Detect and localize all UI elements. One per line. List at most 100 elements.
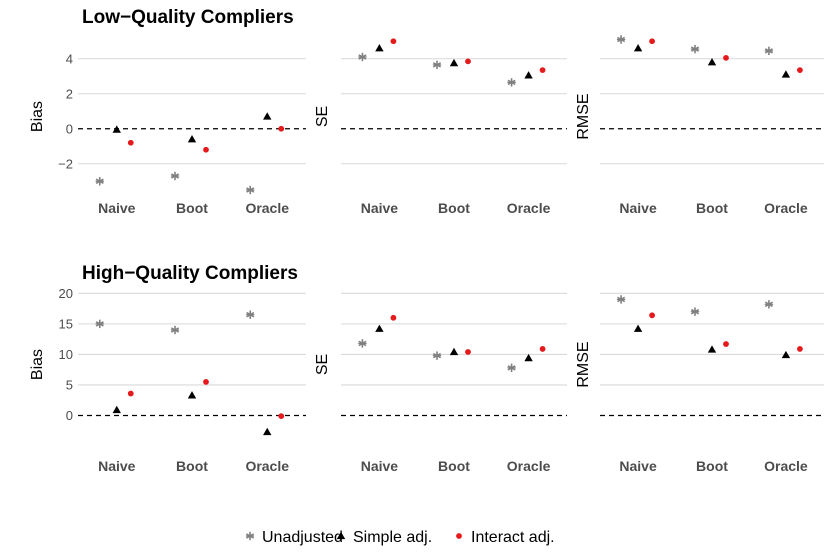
point-interact xyxy=(649,38,655,45)
point-simple xyxy=(781,350,791,359)
point-interact xyxy=(797,67,803,74)
point-simple xyxy=(524,71,533,79)
point-unadjusted xyxy=(246,310,255,319)
point-simple xyxy=(707,58,717,66)
x-tick-label: Naive xyxy=(98,200,136,216)
point-interact xyxy=(465,349,471,355)
x-tick-label: Boot xyxy=(438,200,470,216)
y-tick-label: 0 xyxy=(66,408,73,423)
point-unadjusted xyxy=(95,177,104,186)
y-tick-label: 4 xyxy=(66,51,73,66)
point-simple xyxy=(375,324,384,332)
y-tick-label: 0 xyxy=(66,121,73,136)
panel-1-3: Naive Boot Oracle RMSE xyxy=(575,35,824,216)
x-tick-label: Naive xyxy=(98,458,136,474)
legend-key-interact xyxy=(456,533,462,539)
x-tick-label: Boot xyxy=(696,458,728,474)
point-interact xyxy=(539,346,546,352)
legend-key-unadjusted xyxy=(245,531,255,541)
point-unadjusted xyxy=(690,307,700,316)
row-title: High−Quality Compliers xyxy=(82,263,298,284)
panel-2-1: 0 5 10 15 20 Naive Boot Oracle Bias High−Quality … xyxy=(29,263,306,474)
point-unadjusted xyxy=(170,171,180,181)
point-unadjusted xyxy=(432,60,442,70)
y-axis-title: SE xyxy=(314,106,331,127)
point-simple xyxy=(112,125,121,133)
panel-2-3: Naive Boot Oracle RMSE xyxy=(575,292,824,474)
legend-label: Interact adj. xyxy=(471,529,555,546)
x-tick-label: Boot xyxy=(176,200,208,216)
point-unadjusted xyxy=(616,295,626,304)
point-simple xyxy=(187,391,197,399)
point-interact xyxy=(390,38,397,45)
point-simple xyxy=(375,44,384,52)
point-unadjusted xyxy=(95,319,104,329)
y-axis-title: Bias xyxy=(29,101,46,132)
point-interact xyxy=(203,379,209,385)
x-tick-label: Oracle xyxy=(245,458,289,474)
point-unadjusted xyxy=(764,300,774,309)
y-tick-label: 5 xyxy=(66,377,73,392)
y-tick-label: 10 xyxy=(59,347,73,362)
x-tick-label: Oracle xyxy=(507,458,551,474)
y-axis-title: RMSE xyxy=(575,341,592,387)
y-tick-label: 2 xyxy=(66,86,73,101)
x-tick-label: Oracle xyxy=(764,458,808,474)
legend-label: Simple adj. xyxy=(353,529,432,546)
x-tick-label: Boot xyxy=(438,458,470,474)
point-simple xyxy=(524,353,533,362)
x-tick-label: Boot xyxy=(176,458,208,474)
row-title: Low−Quality Compliers xyxy=(82,7,294,28)
point-simple xyxy=(707,345,717,353)
point-unadjusted xyxy=(507,78,516,87)
y-axis-title: RMSE xyxy=(575,93,592,139)
point-unadjusted xyxy=(616,35,626,44)
point-interact xyxy=(797,346,803,352)
point-unadjusted xyxy=(690,44,700,54)
point-simple xyxy=(263,112,272,120)
point-unadjusted xyxy=(358,339,367,348)
point-interact xyxy=(278,413,285,420)
point-simple xyxy=(449,58,459,67)
panel-1-2: Naive Boot Oracle SE xyxy=(314,38,567,216)
x-tick-label: Naive xyxy=(619,458,657,474)
y-axis-title: SE xyxy=(314,354,331,375)
y-tick-label: −2 xyxy=(58,156,73,171)
panel-1-1: −2 0 2 4 Naive Boot Oracle Bias Low−Quality Comp… xyxy=(29,7,306,216)
point-simple xyxy=(633,44,643,52)
point-simple xyxy=(449,347,459,356)
x-tick-label: Naive xyxy=(361,458,399,474)
point-simple xyxy=(263,427,272,436)
x-tick-label: Naive xyxy=(361,200,399,216)
x-tick-label: Oracle xyxy=(245,200,289,216)
point-interact xyxy=(649,312,655,319)
x-tick-label: Naive xyxy=(619,200,657,216)
point-interact xyxy=(723,341,729,347)
y-axis-title: Bias xyxy=(29,349,46,380)
point-interact xyxy=(278,125,285,132)
point-unadjusted xyxy=(246,185,255,195)
point-interact xyxy=(203,146,209,153)
point-simple xyxy=(112,405,121,414)
y-tick-label: 15 xyxy=(59,316,73,331)
point-interact xyxy=(723,54,729,61)
point-simple xyxy=(781,70,791,78)
x-tick-label: Boot xyxy=(696,200,728,216)
point-unadjusted xyxy=(358,52,367,62)
point-unadjusted xyxy=(507,363,516,373)
legend-key-simple xyxy=(336,531,346,540)
point-interact xyxy=(127,390,134,397)
legend-label: Unadjusted xyxy=(262,529,343,546)
x-tick-label: Oracle xyxy=(764,200,808,216)
y-tick-label: 20 xyxy=(59,286,73,301)
point-unadjusted xyxy=(432,351,442,360)
x-tick-label: Oracle xyxy=(507,200,551,216)
legend: Unadjusted Simple adj. Interact adj. xyxy=(245,529,555,546)
point-interact xyxy=(390,314,397,321)
point-simple xyxy=(187,135,197,143)
point-interact xyxy=(465,58,471,65)
point-unadjusted xyxy=(170,325,180,335)
point-interact xyxy=(127,139,134,146)
